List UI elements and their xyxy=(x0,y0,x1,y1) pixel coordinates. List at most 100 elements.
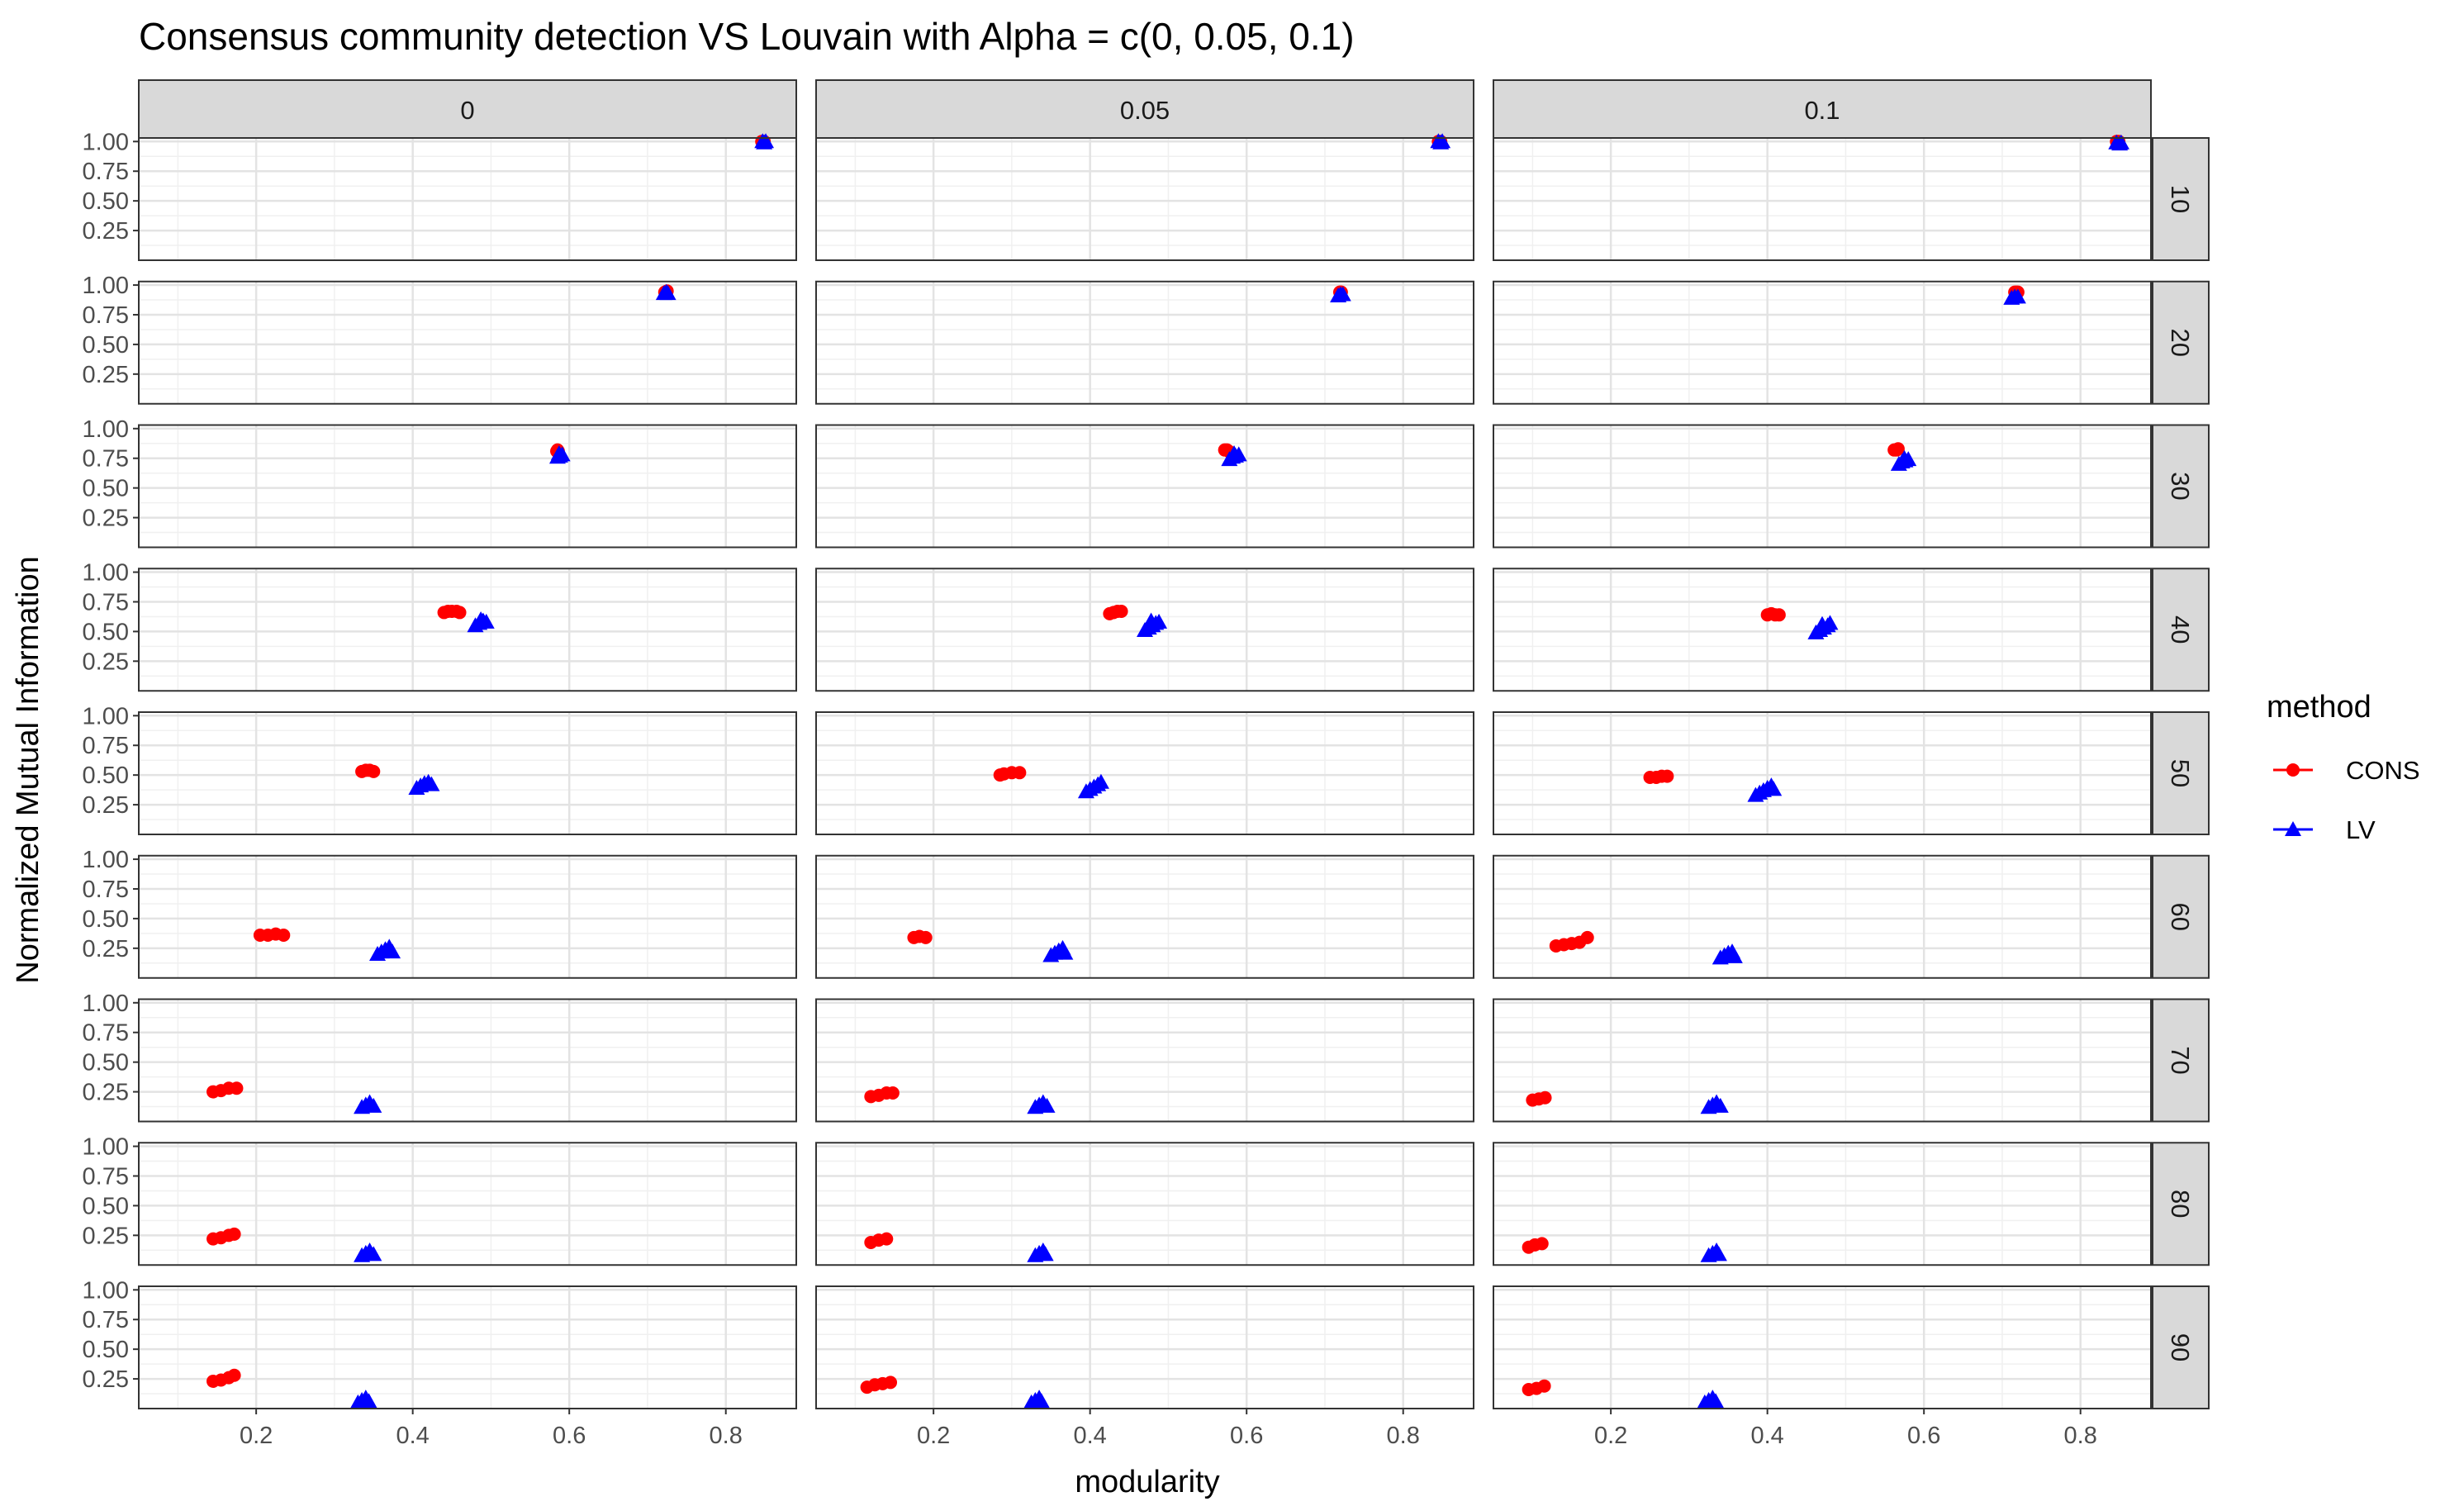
legend-key-triangle xyxy=(2285,821,2301,836)
point-lv xyxy=(1226,444,1243,460)
panel-r2-c0 xyxy=(138,424,797,549)
point-lv xyxy=(1434,133,1451,149)
point-cons xyxy=(1660,769,1674,783)
panel-r1-c1 xyxy=(815,280,1474,405)
x-tick-label: 0.2 xyxy=(917,1423,950,1449)
point-lv xyxy=(423,776,440,791)
x-tick-label: 0.6 xyxy=(1230,1423,1263,1449)
y-tick-label: 1.00 xyxy=(83,1134,129,1161)
panel-background xyxy=(816,855,1474,978)
y-tick-label: 0.50 xyxy=(83,1193,129,1219)
point-lv xyxy=(2112,134,2129,150)
point-cons xyxy=(1537,1379,1551,1393)
panel-r7-c1 xyxy=(815,1142,1474,1266)
row-strip-1 xyxy=(2152,280,2210,405)
point-lv xyxy=(1142,612,1160,628)
panel-background xyxy=(139,712,796,834)
row-strip-label: 70 xyxy=(2166,1046,2195,1074)
panel-r0-c2 xyxy=(1493,134,2152,261)
y-tick-label: 1.00 xyxy=(83,273,129,299)
point-cons xyxy=(1891,442,1905,456)
legend-label: LV xyxy=(2346,815,2376,844)
y-tick-label: 0.25 xyxy=(83,506,129,532)
y-tick-label: 0.50 xyxy=(83,1050,129,1076)
panel-border xyxy=(1493,280,2152,405)
y-tick-label: 0.25 xyxy=(83,792,129,819)
point-lv xyxy=(2009,288,2026,304)
panel-background xyxy=(1493,138,2151,260)
panel-border xyxy=(138,711,797,835)
y-tick-label: 1.00 xyxy=(83,1277,129,1304)
point-lv xyxy=(1092,773,1109,789)
panel-background xyxy=(816,999,1474,1122)
facet-panels: 0 0.05 0.1100.250.500.751.00200.250.500.75… xyxy=(83,79,2210,1449)
point-cons xyxy=(919,930,933,944)
y-tick-label: 1.00 xyxy=(83,991,129,1017)
point-lv xyxy=(550,444,567,460)
point-lv xyxy=(1056,944,1074,960)
legend: method CONS LV xyxy=(2267,690,2420,844)
point-cons xyxy=(1114,604,1128,618)
point-cons xyxy=(885,1086,900,1100)
row-strip-label: 10 xyxy=(2166,185,2195,213)
y-tick-label: 0.25 xyxy=(83,936,129,962)
y-tick-label: 0.75 xyxy=(83,159,129,185)
y-tick-label: 0.50 xyxy=(83,763,129,789)
panel-background xyxy=(139,1286,796,1409)
point-cons xyxy=(453,606,467,620)
y-tick-label: 0.75 xyxy=(83,733,129,759)
point-cons xyxy=(227,1368,241,1382)
panel-border xyxy=(815,568,1474,692)
panel-background xyxy=(139,138,796,260)
x-tick-label: 0.4 xyxy=(1074,1423,1107,1449)
panel-background xyxy=(816,281,1474,404)
panel-border xyxy=(815,998,1474,1123)
point-lv xyxy=(1334,286,1351,302)
panel-border xyxy=(138,568,797,692)
row-strip-3 xyxy=(2152,568,2210,692)
panel-border xyxy=(1493,424,2152,549)
row-strip-label: 50 xyxy=(2166,759,2195,787)
col-strip-2 xyxy=(1493,79,2152,139)
y-tick-label: 0.25 xyxy=(83,1080,129,1106)
x-tick-label: 0.8 xyxy=(2064,1423,2097,1449)
panel-border xyxy=(138,854,797,979)
panel-border xyxy=(815,711,1474,835)
y-tick-label: 0.50 xyxy=(83,1337,129,1363)
panel-r6-c0 xyxy=(138,998,797,1123)
panel-border xyxy=(815,137,1474,261)
point-lv xyxy=(365,1246,382,1262)
panel-border xyxy=(815,280,1474,405)
col-strip-label: 0 xyxy=(460,96,474,125)
point-lv xyxy=(659,285,677,301)
point-lv xyxy=(1896,449,1913,465)
panel-background xyxy=(139,281,796,404)
panel-background xyxy=(816,425,1474,548)
y-tick-label: 0.50 xyxy=(83,188,129,215)
y-tick-label: 1.00 xyxy=(83,703,129,729)
y-tick-label: 0.25 xyxy=(83,362,129,388)
panel-r5-c2 xyxy=(1493,854,2152,979)
x-tick-label: 0.2 xyxy=(240,1423,273,1449)
panel-background xyxy=(1493,425,2151,548)
point-lv xyxy=(1037,1246,1054,1262)
panel-border xyxy=(1493,711,2152,835)
y-tick-label: 0.75 xyxy=(83,1163,129,1190)
panel-border xyxy=(815,854,1474,979)
point-lv xyxy=(757,133,775,149)
point-lv xyxy=(1712,1097,1729,1113)
panel-r1-c2 xyxy=(1493,280,2152,405)
row-strip-2 xyxy=(2152,424,2210,549)
panel-r4-c2 xyxy=(1493,711,2152,835)
row-strip-label: 20 xyxy=(2166,329,2195,357)
point-cons xyxy=(277,929,291,943)
chart-title: Consensus community detection VS Louvain… xyxy=(139,15,1355,58)
panel-background xyxy=(1493,281,2151,404)
panel-r6-c1 xyxy=(815,998,1474,1123)
x-tick-label: 0.8 xyxy=(1387,1423,1420,1449)
legend-items: CONS LV xyxy=(2273,756,2420,844)
x-tick-label: 0.4 xyxy=(1751,1423,1784,1449)
point-lv xyxy=(1765,781,1783,796)
panel-background xyxy=(816,712,1474,834)
panel-border xyxy=(1493,998,2152,1123)
